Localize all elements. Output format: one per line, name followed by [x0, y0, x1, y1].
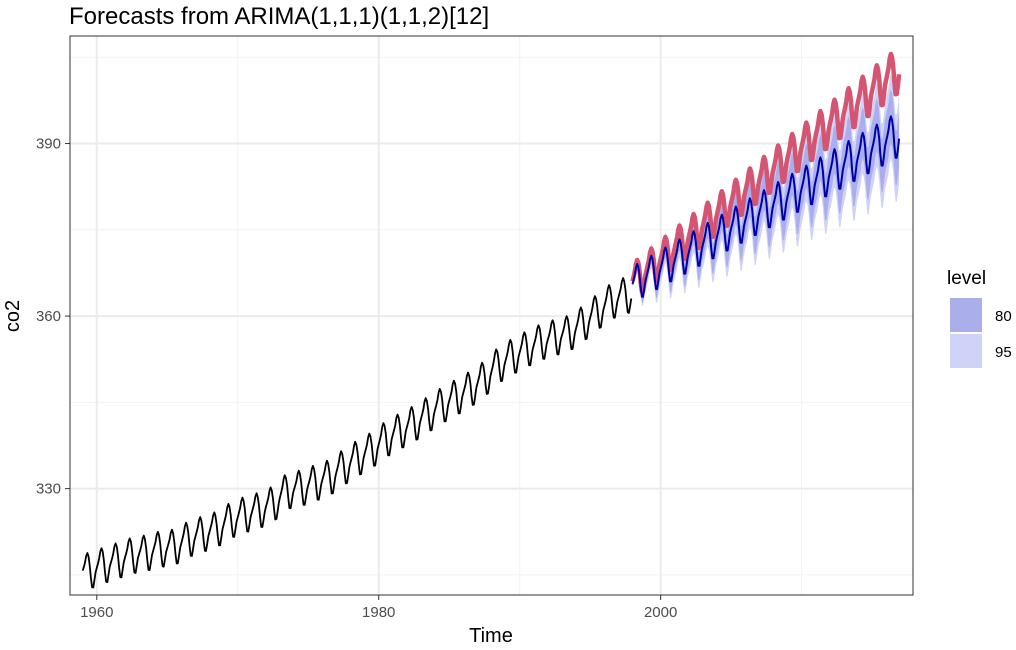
legend-label-80: 80 [995, 308, 1012, 325]
chart-title: Forecasts from ARIMA(1,1,1)(1,1,2)[12] [69, 3, 489, 30]
x-tick-label: 1980 [362, 604, 395, 621]
x-axis-title: Time [469, 625, 513, 647]
legend-key-95 [950, 334, 982, 368]
y-tick-label: 360 [36, 308, 61, 325]
legend-key-80 [950, 298, 982, 332]
x-axis: 1960 1980 2000 [80, 595, 677, 621]
y-axis-title: co2 [2, 300, 24, 332]
legend: level 80 95 [947, 268, 1012, 368]
forecast-line [631, 115, 901, 298]
plot-border [69, 35, 914, 596]
y-tick-label: 330 [36, 481, 61, 498]
grid-major [70, 36, 913, 595]
observed-line [81, 277, 633, 589]
y-tick-label: 390 [36, 136, 61, 153]
x-tick-label: 1960 [80, 604, 113, 621]
legend-title: level [947, 268, 986, 289]
legend-label-95: 95 [995, 344, 1012, 361]
y-axis: 330 360 390 [36, 136, 70, 498]
actual-test-line [630, 51, 902, 295]
x-tick-label: 2000 [644, 604, 677, 621]
